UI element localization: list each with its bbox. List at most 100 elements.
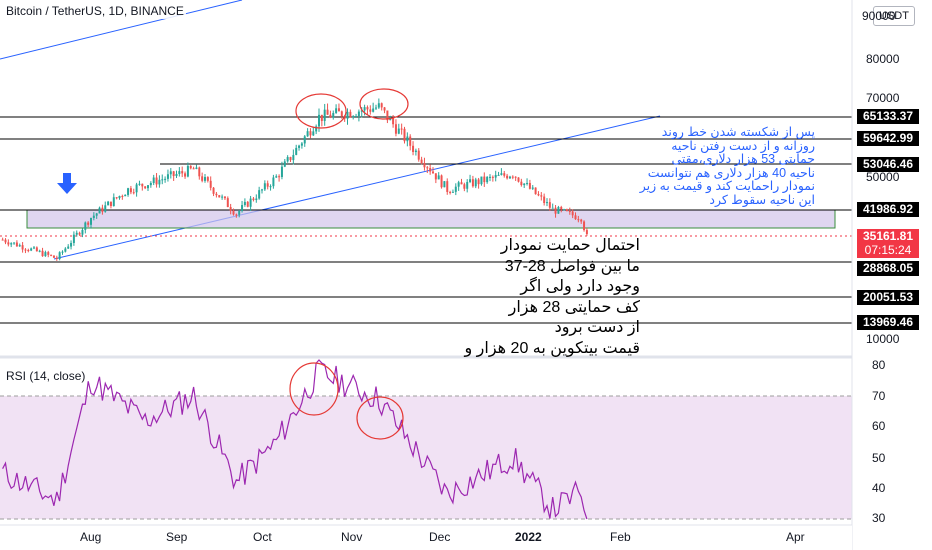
currency-selector[interactable]: USDT — [873, 6, 915, 26]
candle-body — [135, 184, 138, 193]
note-black-line: وجود دارد ولی اگر — [520, 278, 640, 295]
candle-body — [580, 219, 583, 222]
note-blue-line: روزانه و از دست رفتن ناحیه — [671, 138, 815, 153]
level-tag-41986[interactable]: 41986.92 — [857, 202, 919, 217]
candle-body — [355, 116, 358, 118]
candle-body — [437, 175, 440, 180]
level-tag-53046[interactable]: 53046.46 — [857, 157, 919, 172]
level-tag-59642[interactable]: 59642.99 — [857, 131, 919, 146]
candle-body — [520, 181, 523, 186]
rising-trendline[interactable] — [53, 115, 661, 260]
candle-body — [241, 205, 244, 211]
candle-body — [235, 214, 238, 216]
level-tag-28868[interactable]: 28868.05 — [857, 261, 919, 276]
rsi-tick-40: 40 — [872, 481, 886, 495]
candle-body — [58, 252, 61, 259]
candle-body — [360, 110, 363, 112]
candle-body — [21, 245, 24, 250]
rsi-circle-2[interactable] — [356, 396, 404, 440]
candle-body — [451, 191, 454, 193]
top-circle-1[interactable] — [295, 93, 347, 129]
candle-body — [215, 193, 218, 196]
candle-body — [440, 175, 443, 188]
rsi-tick-60: 60 — [872, 419, 886, 433]
candle-body — [409, 136, 412, 146]
support-zone[interactable] — [26, 209, 836, 229]
candle-body — [243, 201, 246, 206]
time-axis[interactable] — [0, 525, 852, 550]
candle-body — [115, 197, 118, 199]
candle-body — [175, 173, 178, 177]
candle-body — [61, 251, 64, 253]
candle-body — [186, 165, 189, 177]
persian-note-black[interactable]: احتمال حمایت نمودار ما بین فواصل 28-37 و… — [440, 236, 640, 359]
candle-body — [95, 213, 98, 216]
candle-body — [269, 186, 272, 188]
current-price-tag[interactable]: 35161.81 — [857, 229, 919, 244]
time-tick-sep: Sep — [166, 530, 188, 544]
candle-body — [246, 201, 249, 207]
candle-body — [460, 182, 463, 185]
candle-body — [4, 239, 7, 243]
candle-body — [152, 177, 155, 183]
candle-body — [372, 108, 375, 112]
candle-body — [517, 177, 520, 182]
candle-body — [565, 209, 568, 212]
candle-body — [47, 252, 50, 255]
candle-body — [403, 128, 406, 142]
candle-body — [141, 183, 144, 187]
candle-body — [377, 103, 380, 108]
candle-body — [10, 243, 13, 245]
top-circle-2[interactable] — [359, 88, 409, 120]
candle-body — [337, 108, 340, 112]
candle-body — [471, 179, 474, 187]
candle-body — [229, 207, 232, 211]
candle-body — [392, 117, 395, 125]
candle-body — [503, 173, 506, 176]
rsi-circle-1[interactable] — [289, 362, 339, 416]
candle-body — [212, 187, 215, 194]
candle-body — [155, 177, 158, 185]
level-tag-13969[interactable]: 13969.46 — [857, 315, 919, 330]
candle-body — [494, 174, 497, 178]
candle-body — [363, 107, 366, 111]
level-tag-65133[interactable]: 65133.37 — [857, 109, 919, 124]
symbol-title[interactable]: Bitcoin / TetherUS, 1D, BINANCE — [4, 3, 186, 19]
countdown-tag: 07:15:24 — [857, 243, 919, 258]
candle-body — [500, 173, 503, 175]
candle-body — [118, 195, 121, 199]
candle-body — [218, 195, 221, 198]
candle-body — [75, 232, 78, 235]
candle-body — [548, 202, 551, 208]
candle-body — [263, 183, 266, 190]
note-blue-line: حمایتی 53 هزار دلاری،مقتی — [671, 152, 815, 166]
down-arrow-icon[interactable] — [57, 173, 77, 194]
candle-body — [523, 183, 526, 186]
candle-body — [543, 196, 546, 204]
rsi-title[interactable]: RSI (14, close) — [6, 369, 86, 383]
persian-note-blue[interactable]: پس از شکسته شدن خط روند روزانه و از دست … — [590, 125, 815, 207]
candle-body — [577, 219, 580, 221]
candle-body — [560, 207, 563, 210]
candle-body — [466, 181, 469, 189]
rsi-band — [0, 396, 852, 519]
candle-body — [318, 114, 320, 127]
candle-body — [87, 222, 90, 225]
upper-trendline[interactable] — [0, 0, 243, 60]
candle-body — [414, 150, 417, 153]
candle-body — [514, 176, 517, 178]
level-tag-20051[interactable]: 20051.53 — [857, 290, 919, 305]
candles-series — [1, 98, 588, 261]
candle-body — [489, 176, 491, 178]
candle-body — [272, 177, 275, 187]
candle-body — [340, 111, 343, 117]
candle-body — [147, 185, 149, 189]
price-tick-50000: 50000 — [866, 170, 900, 184]
candle-body — [275, 176, 278, 178]
candle-body — [534, 187, 537, 195]
candle-body — [255, 198, 258, 201]
candle-body — [323, 109, 326, 121]
candle-body — [90, 217, 92, 225]
candle-body — [178, 171, 181, 174]
